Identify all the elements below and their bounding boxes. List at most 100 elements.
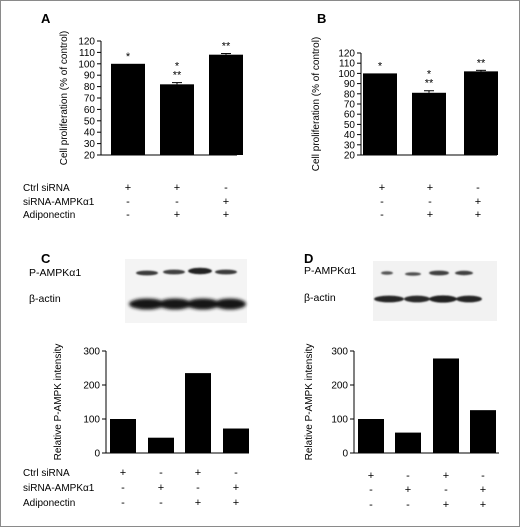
condition-mark: + bbox=[480, 499, 486, 511]
condition-mark: - bbox=[121, 482, 125, 494]
condition-mark: - bbox=[196, 482, 200, 494]
chart-a-y-tick-label: 120 bbox=[78, 37, 95, 48]
condition-row-label: siRNA-AMPKα1 bbox=[23, 197, 95, 208]
condition-row-label: Adiponectin bbox=[23, 498, 75, 509]
panel-label-c: C bbox=[41, 251, 51, 266]
condition-mark: + bbox=[233, 497, 239, 509]
chart-c-bar bbox=[223, 428, 249, 453]
chart-b-y-tick-label: 70 bbox=[344, 100, 356, 111]
condition-table-b: + + -- - +- + + bbox=[379, 182, 481, 221]
chart-a-y-tick-label: 60 bbox=[84, 105, 96, 116]
condition-row-label: Ctrl siRNA bbox=[23, 468, 70, 479]
condition-mark: - bbox=[369, 484, 373, 496]
condition-mark: - bbox=[126, 196, 130, 208]
chart-b-significance-mark: * bbox=[427, 69, 432, 81]
chart-c-bar bbox=[185, 373, 211, 453]
chart-c-bar bbox=[110, 419, 136, 453]
blot-d-actin-bands bbox=[374, 295, 482, 303]
condition-mark: - bbox=[476, 182, 480, 194]
condition-row-label: siRNA-AMPKα1 bbox=[23, 483, 95, 494]
condition-row-label: Ctrl siRNA bbox=[23, 183, 70, 194]
condition-mark: + bbox=[174, 182, 180, 194]
blot-c-actin-label: β-actin bbox=[29, 293, 61, 305]
blot-c-actin-bands bbox=[129, 298, 246, 310]
chart-a-y-tick-label: 40 bbox=[84, 128, 96, 139]
chart-c-bar bbox=[148, 437, 174, 453]
chart-a-y-tick-label: 20 bbox=[84, 151, 96, 162]
chart-a-y-tick-label: 90 bbox=[84, 71, 96, 82]
chart-b-significance-mark: ** bbox=[477, 57, 486, 69]
condition-mark: - bbox=[224, 182, 228, 194]
chart-a-y-tick-label: 110 bbox=[79, 48, 95, 59]
condition-mark: + bbox=[223, 209, 229, 221]
blot-d-actin-label: β-actin bbox=[304, 292, 336, 304]
chart-d-bar bbox=[433, 358, 459, 453]
condition-mark: + bbox=[120, 467, 126, 479]
condition-mark: - bbox=[121, 497, 125, 509]
western-blot-d: P-AMPKα1 β-actin bbox=[304, 261, 497, 321]
condition-mark: + bbox=[158, 482, 164, 494]
chart-d: 0 100 200 300 Relative P-AMPK intensity bbox=[304, 344, 499, 461]
chart-a-y-tick-label: 70 bbox=[84, 94, 96, 105]
condition-mark: - bbox=[159, 467, 163, 479]
chart-a-significance-mark: ** bbox=[173, 70, 182, 82]
condition-mark: - bbox=[369, 499, 373, 511]
condition-mark: - bbox=[159, 497, 163, 509]
chart-b-significance-mark: * bbox=[378, 60, 383, 72]
condition-mark: + bbox=[475, 209, 481, 221]
condition-table-a: Ctrl siRNA + + -siRNA-AMPKα1- - +Adiponectin -… bbox=[23, 182, 229, 221]
condition-mark: + bbox=[443, 499, 449, 511]
chart-d-bar bbox=[358, 419, 384, 453]
condition-row-label: Adiponectin bbox=[23, 210, 75, 221]
condition-mark: + bbox=[427, 209, 433, 221]
chart-c-y-tick-label: 100 bbox=[83, 415, 100, 426]
chart-a-y-tick-label: 100 bbox=[78, 59, 95, 70]
condition-mark: + bbox=[233, 482, 239, 494]
chart-a-bar bbox=[111, 63, 145, 155]
condition-mark: - bbox=[428, 196, 432, 208]
chart-b-bar bbox=[363, 73, 397, 155]
condition-table-c: Ctrl siRNA + - + - siRNA-AMPKα1 - + - + Adiponecti… bbox=[23, 467, 239, 509]
chart-c-y-tick-label: 200 bbox=[83, 381, 100, 392]
condition-mark: - bbox=[234, 467, 238, 479]
chart-a-bar bbox=[209, 54, 243, 155]
condition-mark: - bbox=[380, 196, 384, 208]
condition-mark: + bbox=[195, 497, 201, 509]
chart-c-y-axis-label: Relative P-AMPK intensity bbox=[53, 344, 64, 461]
chart-b-y-tick-label: 120 bbox=[338, 49, 355, 60]
condition-mark: + bbox=[379, 182, 385, 194]
chart-c-y-tick-label: 300 bbox=[83, 347, 100, 358]
chart-a-y-tick-label: 30 bbox=[84, 139, 96, 150]
condition-mark: + bbox=[223, 196, 229, 208]
blot-d-phospho-bands bbox=[381, 270, 473, 276]
panel-label-b: B bbox=[317, 11, 326, 26]
condition-mark: + bbox=[427, 182, 433, 194]
blot-c-phospho-label: P-AMPKα1 bbox=[29, 267, 81, 279]
blot-d-membrane bbox=[373, 261, 497, 321]
blot-d-phospho-label: P-AMPKα1 bbox=[304, 265, 356, 277]
chart-a-significance-mark: ** bbox=[222, 41, 231, 53]
chart-c-y-tick-label: 0 bbox=[94, 449, 100, 460]
chart-b-y-tick-label: 60 bbox=[344, 110, 356, 121]
chart-a-y-tick-label: 50 bbox=[84, 116, 96, 127]
chart-d-y-axis-label: Relative P-AMPK intensity bbox=[304, 344, 315, 461]
condition-mark: - bbox=[481, 470, 485, 482]
chart-d-bar bbox=[395, 432, 421, 453]
chart-b-bar bbox=[464, 71, 498, 155]
chart-b-y-tick-label: 30 bbox=[344, 140, 356, 151]
chart-a-significance-mark: * bbox=[126, 51, 131, 63]
chart-d-y-tick-label: 0 bbox=[342, 449, 348, 460]
chart-a-significance-mark: * bbox=[175, 61, 180, 73]
chart-a-y-tick-label: 80 bbox=[84, 82, 96, 93]
condition-mark: + bbox=[125, 182, 131, 194]
chart-b-y-tick-label: 50 bbox=[344, 120, 356, 131]
condition-mark: - bbox=[444, 484, 448, 496]
chart-b-y-tick-label: 80 bbox=[344, 89, 356, 100]
chart-b-y-tick-label: 20 bbox=[344, 151, 356, 162]
chart-b-y-tick-label: 40 bbox=[344, 130, 356, 141]
condition-mark: + bbox=[480, 484, 486, 496]
